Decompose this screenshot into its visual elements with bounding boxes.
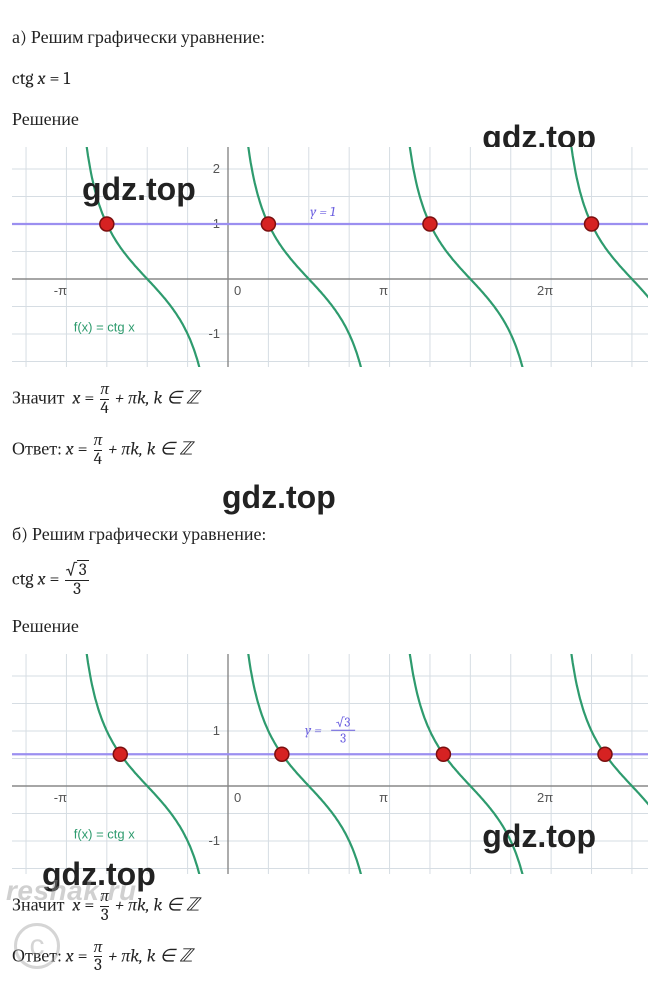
frac-num: π xyxy=(94,939,103,957)
svg-text:2π: 2π xyxy=(537,790,553,805)
solution-tail: + πk, k ∈ ℤ xyxy=(115,388,199,409)
svg-text:0: 0 xyxy=(234,283,241,298)
problem-b-conclusion: reshak.ru Значит x = π 3 + πk, k ∈ ℤ xyxy=(12,888,636,925)
problem-b-equation: ctg x = √3 3 xyxy=(12,562,636,599)
svg-text:π: π xyxy=(379,790,388,805)
svg-text:-1: -1 xyxy=(208,833,220,848)
svg-text:-π: -π xyxy=(54,283,67,298)
answer-prefix: Ответ: xyxy=(12,439,62,460)
eq-var: x xyxy=(38,68,50,89)
eq-rhs: 1 xyxy=(63,68,70,89)
document-root: а) Решим графически уравнение: ctg x = 1… xyxy=(0,0,648,999)
problem-b-intro: б) Решим графически уравнение: xyxy=(12,521,636,548)
eq-lhs: ctg xyxy=(12,68,34,89)
svg-text:π: π xyxy=(379,283,388,298)
frac-den: 3 xyxy=(94,956,103,975)
svg-text:2π: 2π xyxy=(537,283,553,298)
graph-b-container: -π0π2π-11y =√33f(x) = ctg x gdz.top gdz.… xyxy=(12,654,636,874)
watermark-gdz: gdz.top xyxy=(222,473,336,521)
svg-text:1: 1 xyxy=(213,723,220,738)
fraction: √3 3 xyxy=(65,562,88,599)
sqrt-arg: 3 xyxy=(77,560,89,580)
graph-a-container: -π0π2π-112y = 1f(x) = ctg x gdz.top xyxy=(12,147,636,367)
fraction: π 3 xyxy=(94,939,103,976)
watermark-gdz: gdz.top xyxy=(482,812,596,860)
fraction: π 4 xyxy=(94,432,103,469)
frac-num: π xyxy=(100,381,109,399)
svg-text:0: 0 xyxy=(234,790,241,805)
svg-text:√3: √3 xyxy=(336,715,351,730)
problem-a-intro: а) Решим графически уравнение: xyxy=(12,24,636,51)
problem-b-solve-label: Решение xyxy=(12,613,636,640)
problem-a-conclusion: Значит x = π 4 + πk, k ∈ ℤ xyxy=(12,381,636,418)
frac-num: π xyxy=(94,432,103,450)
conclusion-prefix: Значит xyxy=(12,388,64,409)
svg-text:3: 3 xyxy=(340,731,346,746)
fraction: π 4 xyxy=(100,381,109,418)
svg-text:y =: y = xyxy=(305,721,322,738)
eq-var: x xyxy=(38,568,46,589)
eq-lhs: ctg xyxy=(12,568,34,589)
watermark-gdz: gdz.top xyxy=(82,165,196,213)
frac-den: 3 xyxy=(65,580,88,599)
watermark-reshak: reshak.ru xyxy=(6,870,137,912)
svg-text:-π: -π xyxy=(54,790,67,805)
watermark-row-2: gdz.top xyxy=(12,483,636,507)
svg-text:f(x) = ctg x: f(x) = ctg x xyxy=(74,826,136,841)
copyright-icon: c xyxy=(14,923,60,969)
problem-a-answer: Ответ: x = π 4 + πk, k ∈ ℤ xyxy=(12,432,636,469)
svg-text:y = 1: y = 1 xyxy=(310,203,335,220)
frac-den: 4 xyxy=(94,450,103,469)
svg-text:2: 2 xyxy=(213,161,220,176)
solution-tail: + πk, k ∈ ℤ xyxy=(108,439,192,460)
solution-tail: + πk, k ∈ ℤ xyxy=(108,945,192,966)
svg-text:f(x) = ctg x: f(x) = ctg x xyxy=(74,319,136,334)
svg-text:-1: -1 xyxy=(208,326,220,341)
problem-b-answer: c Ответ: x = π 3 + πk, k ∈ ℤ xyxy=(12,939,636,976)
frac-den: 4 xyxy=(100,399,109,418)
problem-a-equation: ctg x = 1 xyxy=(12,65,636,92)
